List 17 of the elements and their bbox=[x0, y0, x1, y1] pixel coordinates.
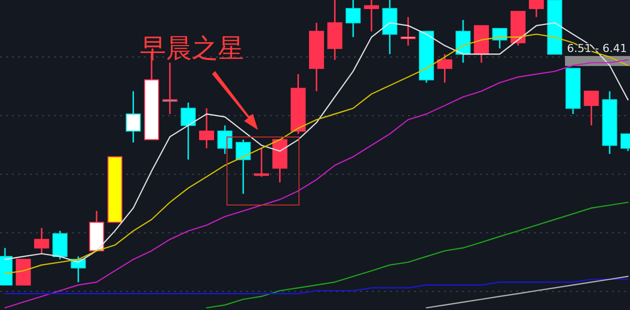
candlestick bbox=[162, 62, 178, 115]
annotation: 早晨之星 bbox=[140, 34, 244, 64]
candlestick bbox=[254, 147, 270, 178]
candlestick bbox=[584, 90, 599, 126]
candlestick bbox=[346, 0, 361, 38]
candlestick bbox=[34, 227, 50, 254]
candlestick bbox=[236, 138, 251, 195]
candlestick bbox=[400, 16, 416, 46]
candlestick bbox=[180, 102, 196, 160]
candlestick bbox=[126, 90, 141, 144]
candlestick bbox=[199, 108, 214, 149]
candlestick bbox=[437, 53, 452, 84]
candlestick bbox=[528, 0, 544, 18]
candlestick bbox=[217, 124, 232, 155]
candlestick bbox=[52, 230, 68, 260]
candlestick bbox=[492, 28, 508, 50]
candlestick bbox=[364, 0, 379, 32]
